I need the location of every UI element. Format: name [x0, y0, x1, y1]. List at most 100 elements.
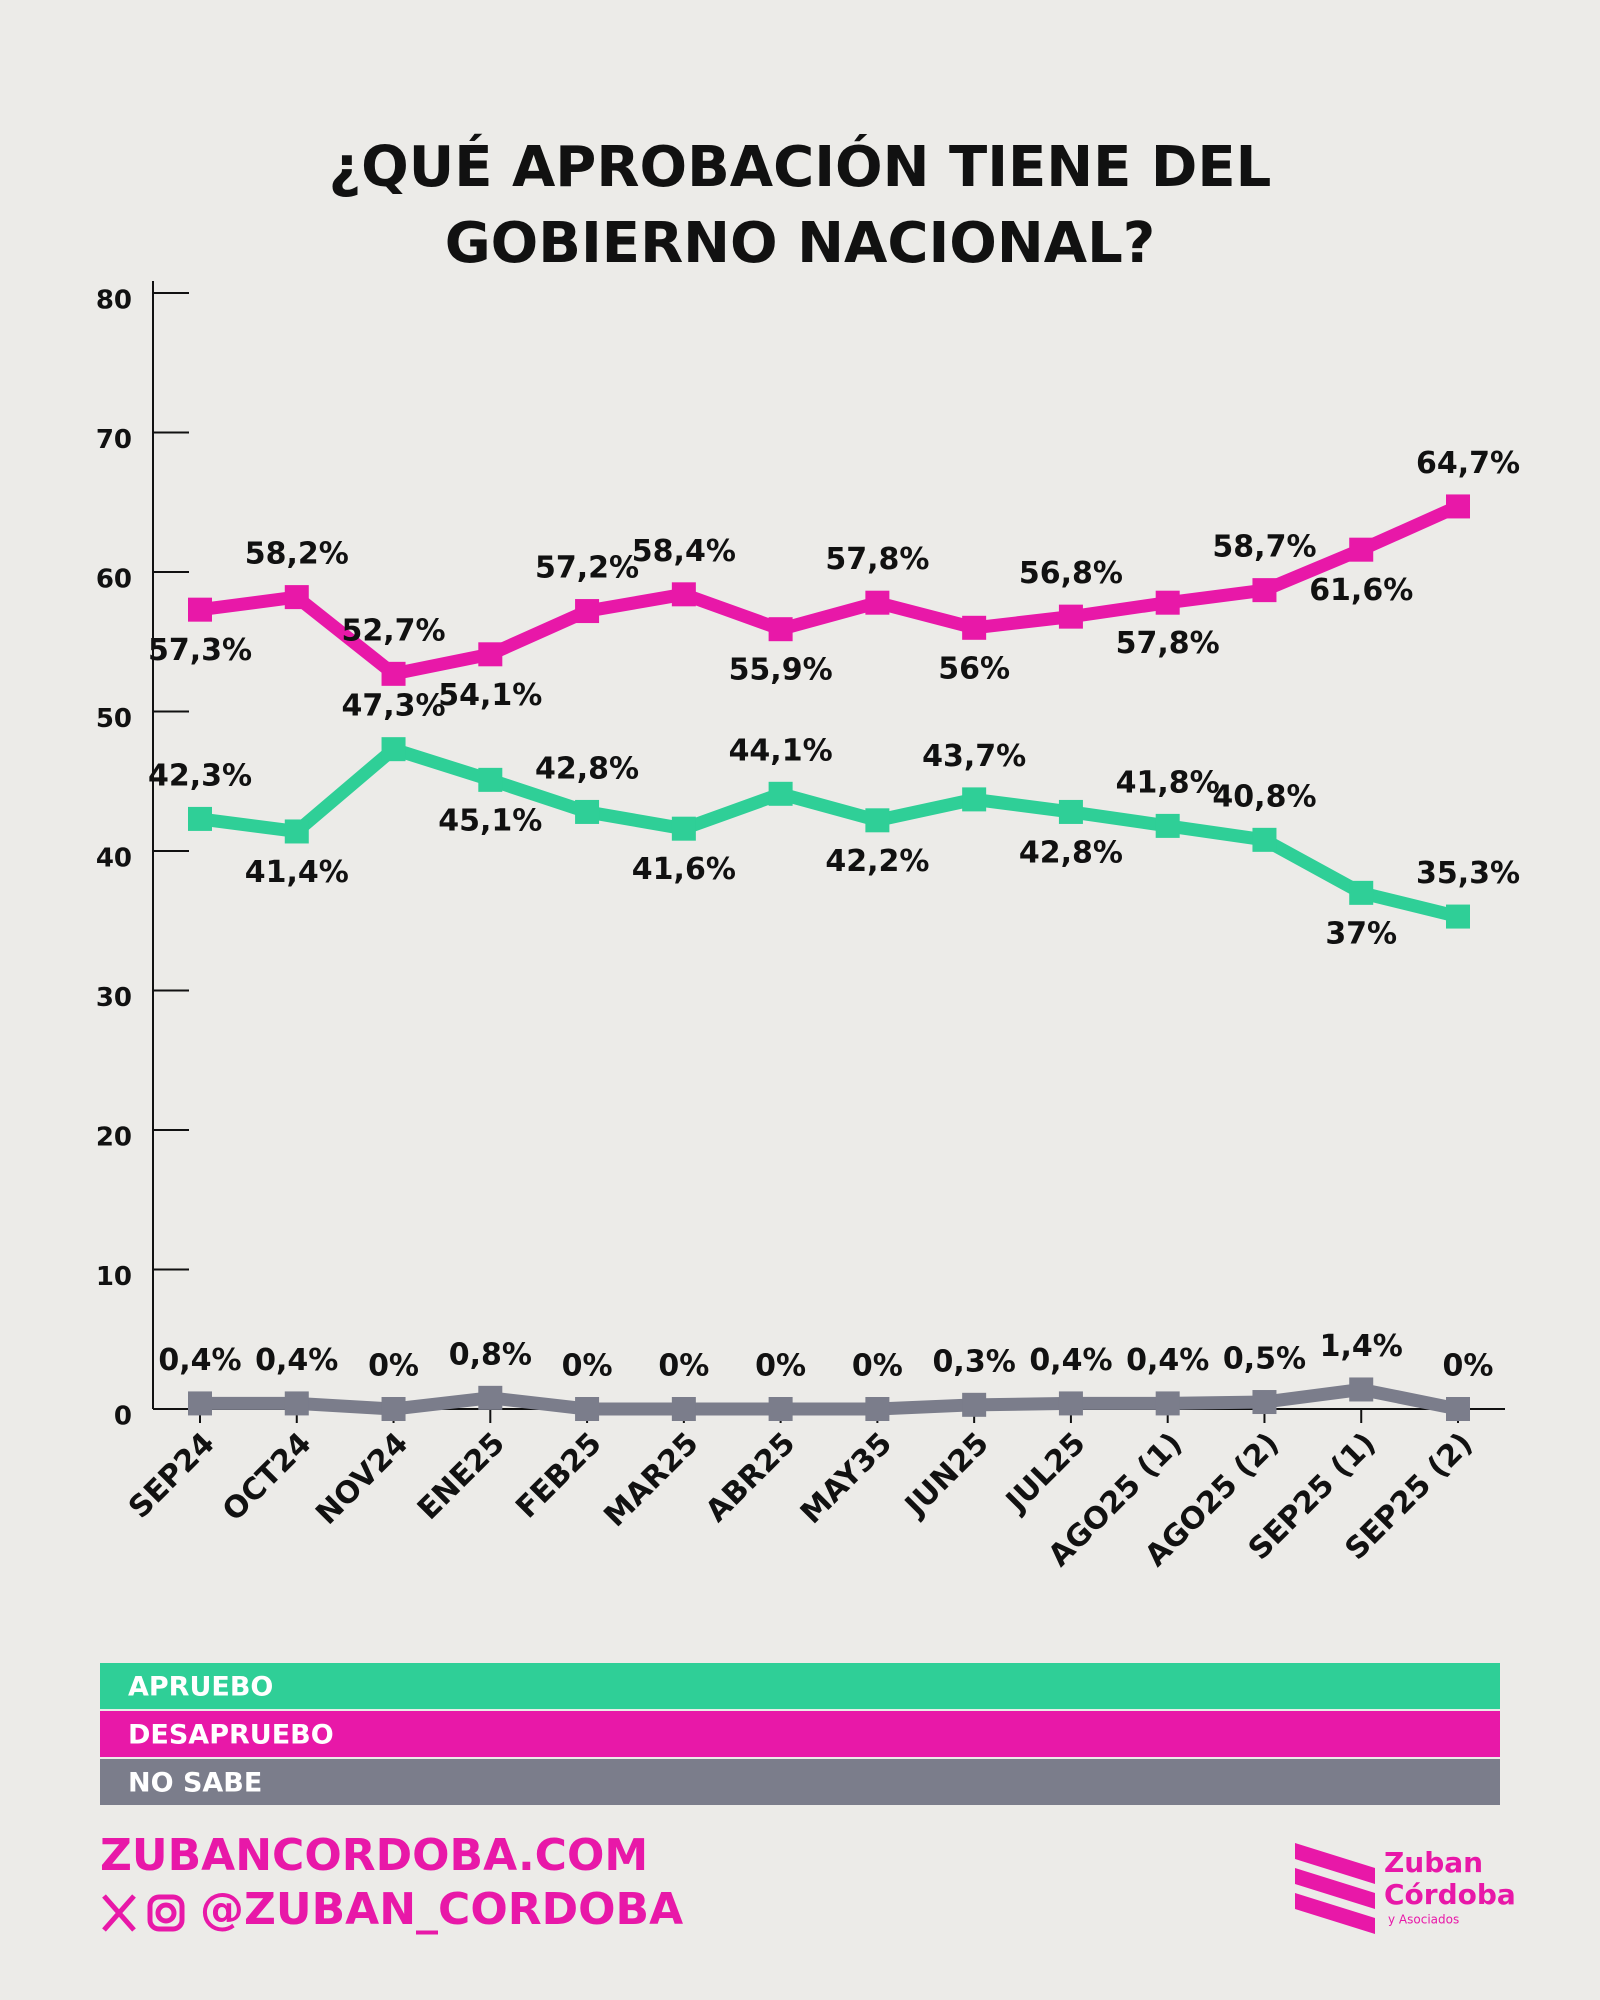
- data-label: 0%: [658, 1349, 709, 1384]
- data-label: 52,7%: [341, 613, 445, 648]
- logo-text: Zuban: [1384, 1846, 1483, 1879]
- data-point: [671, 816, 696, 841]
- data-point: [575, 799, 600, 824]
- legend-bar: [100, 1663, 1500, 1709]
- logo-text: Córdoba: [1384, 1878, 1516, 1911]
- series-line: [200, 1382, 1460, 1416]
- data-point: [1349, 880, 1374, 905]
- data-point: [1446, 1397, 1470, 1421]
- data-label: 0,4%: [1126, 1343, 1209, 1378]
- x-tick-label: JUN25: [897, 1426, 996, 1525]
- data-point: [865, 1397, 890, 1421]
- data-point: [671, 582, 696, 607]
- data-point: [381, 1397, 406, 1421]
- data-label: 57,8%: [1116, 626, 1220, 661]
- data-label: 57,3%: [148, 633, 252, 668]
- y-tick-label: 60: [96, 565, 132, 595]
- data-point: [865, 590, 890, 615]
- data-label: 0,3%: [933, 1344, 1016, 1379]
- data-label: 41,4%: [245, 855, 349, 890]
- data-label: 0%: [368, 1349, 419, 1384]
- handle: @ZUBAN_CORDOBA: [200, 1884, 683, 1935]
- data-point: [1446, 494, 1470, 519]
- data-point: [478, 1385, 503, 1410]
- legend-bar: [100, 1759, 1500, 1805]
- instagram-lens: [155, 1902, 177, 1924]
- x-tick-label: ABR25: [699, 1426, 802, 1529]
- data-point: [478, 642, 503, 667]
- data-label: 35,3%: [1416, 856, 1520, 891]
- data-label: 0,8%: [449, 1337, 532, 1372]
- y-tick-label: 50: [96, 704, 132, 734]
- data-label: 0%: [755, 1349, 806, 1384]
- y-tick-label: 30: [96, 983, 132, 1013]
- data-label: 56%: [938, 651, 1010, 686]
- data-label: 54,1%: [438, 678, 542, 713]
- data-label: 58,4%: [632, 534, 736, 569]
- y-tick-label: 20: [96, 1123, 132, 1153]
- data-label: 37%: [1325, 916, 1397, 951]
- data-label: 57,2%: [535, 551, 639, 586]
- data-point: [768, 617, 793, 642]
- data-label: 40,8%: [1212, 779, 1316, 814]
- data-point: [1155, 590, 1180, 615]
- data-label: 58,7%: [1212, 530, 1316, 565]
- x-tick-label: ENE25: [411, 1426, 512, 1527]
- x-tick-label: JUL25: [998, 1426, 1092, 1520]
- data-point: [768, 1397, 793, 1421]
- data-point: [768, 781, 793, 806]
- legend-bar: [100, 1711, 1500, 1757]
- data-point: [1058, 1391, 1083, 1416]
- data-point: [1252, 827, 1277, 852]
- data-label: 57,8%: [825, 542, 929, 577]
- data-label: 0%: [1443, 1349, 1494, 1384]
- series-line: [199, 742, 1460, 923]
- y-tick-label: 70: [96, 425, 132, 455]
- data-label: 42,2%: [825, 844, 929, 879]
- data-label: 47,3%: [341, 689, 445, 724]
- data-label: 58,2%: [245, 537, 349, 572]
- data-point: [962, 615, 987, 640]
- legend-label: DESAPRUEBO: [128, 1720, 334, 1751]
- data-label: 43,7%: [922, 739, 1026, 774]
- data-point: [962, 1392, 987, 1417]
- data-label: 41,6%: [632, 852, 736, 887]
- data-point: [1349, 1377, 1374, 1402]
- x-tick-label: NOV24: [309, 1426, 415, 1532]
- data-label: 56,8%: [1019, 556, 1123, 591]
- data-point: [865, 808, 890, 833]
- y-tick-label: 0: [114, 1402, 132, 1432]
- data-point: [284, 819, 309, 844]
- data-point: [1349, 537, 1374, 562]
- data-point: [1058, 799, 1083, 824]
- data-point: [1058, 604, 1083, 629]
- x-icon: [102, 1894, 136, 1932]
- data-label: 42,3%: [148, 758, 252, 793]
- data-point: [381, 661, 406, 686]
- legend-label: NO SABE: [128, 1768, 262, 1799]
- y-tick-label: 10: [96, 1262, 132, 1292]
- data-label: 41,8%: [1116, 765, 1220, 800]
- instagram-icon: [147, 1894, 185, 1932]
- data-label: 55,9%: [729, 653, 833, 688]
- data-point: [1252, 1390, 1277, 1415]
- x-tick-label: SEP24: [122, 1426, 222, 1526]
- data-label: 0,4%: [158, 1343, 241, 1378]
- data-label: 45,1%: [438, 803, 542, 838]
- x-tick-label: MAR25: [597, 1426, 705, 1534]
- data-point: [284, 585, 309, 610]
- x-tick-label: MAY35: [794, 1426, 899, 1531]
- chart-title: ¿QUÉ APROBACIÓN TIENE DEL GOBIERNO NACIO…: [328, 135, 1272, 276]
- data-label: 1,4%: [1320, 1329, 1403, 1364]
- data-point: [575, 1397, 600, 1421]
- data-point: [671, 1397, 696, 1421]
- data-label: 42,8%: [1019, 835, 1123, 870]
- data-label: 0%: [852, 1349, 903, 1384]
- logo-subtext: y Asociados: [1388, 1913, 1459, 1927]
- data-point: [962, 787, 987, 812]
- data-label: 42,8%: [535, 751, 639, 786]
- data-point: [1446, 904, 1470, 929]
- legend-label: APRUEBO: [128, 1672, 273, 1703]
- logo-mark: [1295, 1843, 1375, 1934]
